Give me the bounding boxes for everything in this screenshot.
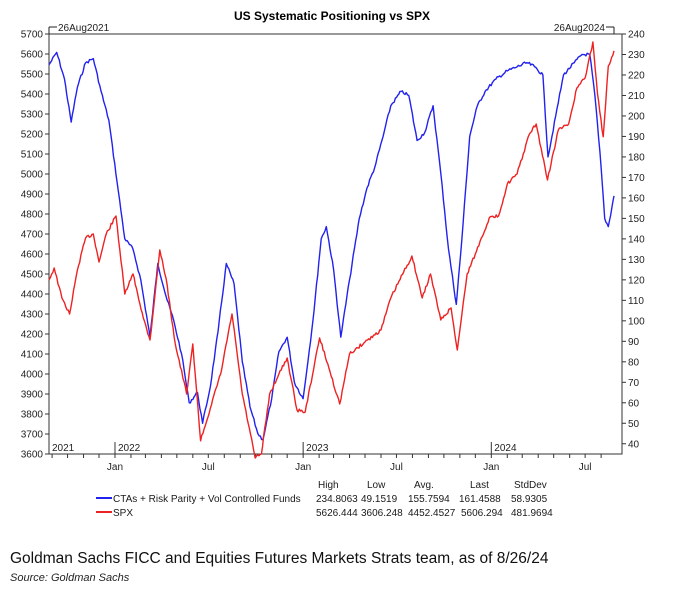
stat-spx-last: 5606.294 — [461, 508, 503, 519]
series-line-positioning — [48, 51, 615, 441]
start-marker: 26Aug2021 — [48, 23, 110, 34]
left-tick-label: 4800 — [21, 210, 44, 221]
year-label: 2024 — [494, 443, 517, 454]
left-tick-label: 5600 — [21, 50, 44, 61]
left-axis: 3600 3700 3800 3900 4000 4100 4200 4300 4400 4500… — [21, 30, 49, 461]
year-label: 2023 — [306, 443, 329, 454]
legend-label-spx: SPX — [113, 508, 133, 519]
right-axis: 40 50 60 70 80 90 100 110 120 130 140 150 160 170 180 1… — [622, 30, 645, 450]
year-label: 2022 — [118, 443, 141, 454]
right-tick-label: 50 — [628, 419, 640, 430]
left-tick-label: 5500 — [21, 70, 44, 81]
stats-header-last: Last — [470, 480, 489, 491]
left-tick-label: 4700 — [21, 230, 44, 241]
stat-spx-high: 5626.444 — [316, 508, 358, 519]
left-tick-label: 5100 — [21, 150, 44, 161]
end-marker: 26Aug2024 — [554, 23, 615, 34]
right-tick-label: 60 — [628, 398, 640, 409]
right-tick-label: 210 — [628, 91, 645, 102]
stats-header-high: High — [318, 480, 339, 491]
right-tick-label: 70 — [628, 378, 640, 389]
stat-positioning-last: 161.4588 — [459, 494, 501, 505]
legend-label-positioning: CTAs + Risk Parity + Vol Controlled Fund… — [113, 494, 301, 505]
stats-header-low: Low — [367, 480, 386, 491]
chart-title: US Systematic Positioning vs SPX — [234, 9, 430, 23]
right-tick-label: 80 — [628, 357, 640, 368]
stats-header-stddev: StdDev — [514, 480, 547, 491]
month-label: Jan — [107, 462, 123, 473]
end-marker-label: 26Aug2024 — [554, 23, 606, 34]
plot-frame — [48, 33, 623, 455]
left-tick-label: 5200 — [21, 130, 44, 141]
left-tick-label: 4000 — [21, 370, 44, 381]
series-line-spx — [48, 41, 615, 459]
right-tick-label: 220 — [628, 70, 645, 81]
left-tick-label: 4200 — [21, 330, 44, 341]
left-tick-label: 4300 — [21, 310, 44, 321]
stat-spx-low: 3606.248 — [361, 508, 403, 519]
left-tick-label: 4500 — [21, 270, 44, 281]
left-tick-label: 5400 — [21, 90, 44, 101]
stats-header-avg: Avg. — [414, 480, 434, 491]
left-tick-label: 4400 — [21, 290, 44, 301]
legend: High Low Avg. Last StdDev CTAs + Risk Pa… — [96, 480, 553, 519]
month-label: Jan — [483, 462, 499, 473]
left-tick-label: 5700 — [21, 30, 44, 41]
stat-positioning-low: 49.1519 — [361, 494, 398, 505]
stat-spx-avg: 4452.4527 — [408, 508, 456, 519]
right-tick-label: 200 — [628, 111, 645, 122]
right-tick-label: 230 — [628, 50, 645, 61]
left-tick-label: 3800 — [21, 410, 44, 421]
source-note: Source: Goldman Sachs — [10, 572, 130, 584]
left-tick-label: 3700 — [21, 430, 44, 441]
stat-positioning-avg: 155.7594 — [408, 494, 450, 505]
stat-positioning-high: 234.8063 — [316, 494, 358, 505]
right-tick-label: 40 — [628, 439, 640, 450]
right-tick-label: 240 — [628, 30, 645, 41]
right-tick-label: 170 — [628, 173, 645, 184]
right-tick-label: 160 — [628, 193, 645, 204]
left-tick-label: 3900 — [21, 390, 44, 401]
right-tick-label: 180 — [628, 152, 645, 163]
right-tick-label: 130 — [628, 255, 645, 266]
caption: Goldman Sachs FICC and Equities Futures … — [10, 550, 549, 567]
right-tick-label: 150 — [628, 214, 645, 225]
stat-positioning-stddev: 58.9305 — [511, 494, 548, 505]
chart: US Systematic Positioning vs SPX 26Aug20… — [21, 9, 645, 519]
stat-spx-stddev: 481.9694 — [511, 508, 553, 519]
right-tick-label: 90 — [628, 337, 640, 348]
left-tick-label: 4600 — [21, 250, 44, 261]
left-tick-label: 4900 — [21, 190, 44, 201]
left-tick-label: 5000 — [21, 170, 44, 181]
right-tick-label: 100 — [628, 316, 645, 327]
left-tick-label: 4100 — [21, 350, 44, 361]
start-marker-label: 26Aug2021 — [58, 23, 110, 34]
month-label: Jan — [295, 462, 311, 473]
series-lines — [48, 41, 615, 459]
year-label: 2021 — [52, 443, 75, 454]
left-tick-label: 3600 — [21, 450, 44, 461]
right-tick-label: 110 — [628, 296, 644, 307]
right-tick-label: 140 — [628, 234, 645, 245]
left-tick-label: 5300 — [21, 110, 44, 121]
x-axis: 2021 2022 2023 2024 Jan Jul Jan Jul Jan Jul — [51, 442, 602, 473]
right-tick-label: 120 — [628, 275, 645, 286]
month-label: Jul — [202, 462, 215, 473]
month-label: Jul — [390, 462, 403, 473]
right-tick-label: 190 — [628, 132, 645, 143]
month-label: Jul — [579, 462, 592, 473]
